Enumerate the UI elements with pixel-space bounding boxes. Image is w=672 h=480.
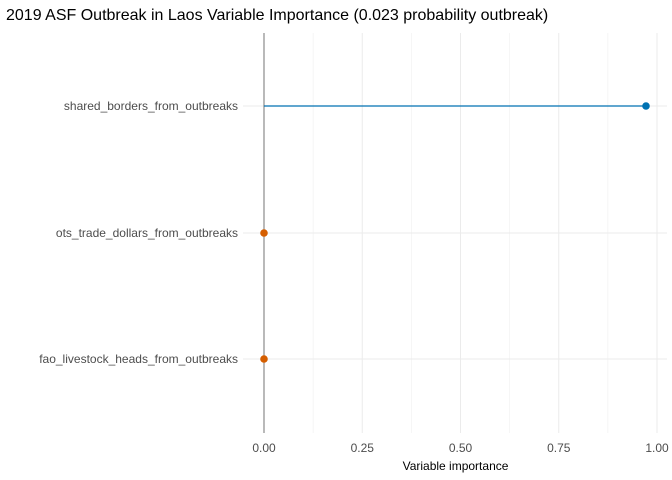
- x-tick-label: 0.75: [547, 441, 571, 455]
- x-tick-label: 1.00: [645, 441, 669, 455]
- lollipop-point: [642, 102, 650, 110]
- x-axis-label: Variable importance: [403, 459, 509, 473]
- chart-title: 2019 ASF Outbreak in Laos Variable Impor…: [6, 7, 548, 24]
- x-tick-label: 0.25: [351, 441, 375, 455]
- lollipop-point: [260, 229, 268, 237]
- y-tick-label: ots_trade_dollars_from_outbreaks: [56, 226, 238, 240]
- plot-area: shared_borders_from_outbreaks ots_trade_d…: [39, 33, 669, 455]
- y-tick-label: fao_livestock_heads_from_outbreaks: [39, 352, 238, 366]
- x-tick-label: 0.50: [449, 441, 473, 455]
- y-tick-label: shared_borders_from_outbreaks: [64, 99, 238, 113]
- x-tick-label: 0.00: [252, 441, 276, 455]
- lollipop-point: [260, 355, 268, 363]
